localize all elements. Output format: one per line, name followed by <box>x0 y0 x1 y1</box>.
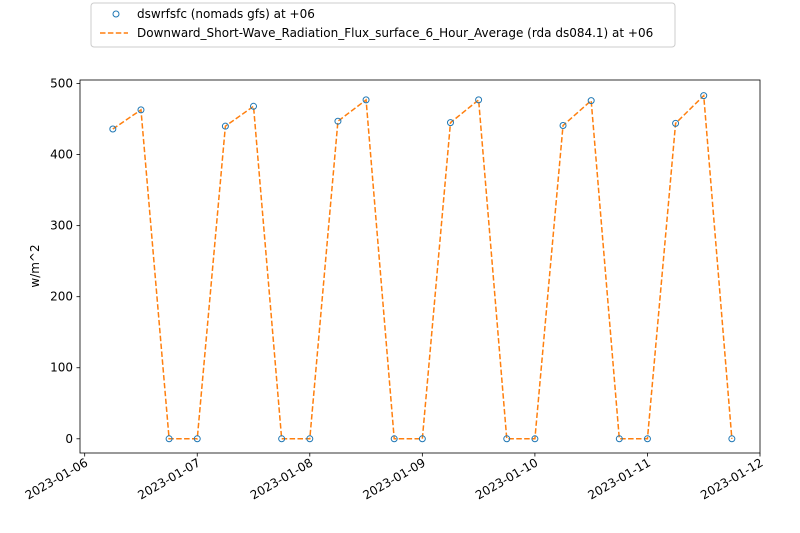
scatter-point <box>446 119 454 127</box>
scatter-point <box>334 117 342 125</box>
x-tick-label: 2023-01-10 <box>473 455 540 502</box>
scatter-point <box>475 96 483 104</box>
scatter-point <box>700 92 708 100</box>
x-tick-label: 2023-01-07 <box>135 455 202 502</box>
legend-label-series-2: Downward_Short-Wave_Radiation_Flux_surfa… <box>137 26 653 40</box>
y-tick-label: 400 <box>50 148 73 162</box>
scatter-point <box>221 122 229 130</box>
legend-label-series-1: dswrfsfc (nomads gfs) at +06 <box>137 7 315 21</box>
y-tick-label: 0 <box>65 432 73 446</box>
y-tick-label: 300 <box>50 219 73 233</box>
scatter-point <box>362 96 370 104</box>
scatter-point <box>531 435 539 443</box>
legend: dswrfsfc (nomads gfs) at +06 Downward_Sh… <box>90 2 676 48</box>
plot-frame <box>79 79 761 454</box>
scatter-point <box>587 97 595 105</box>
plot-area <box>109 92 736 443</box>
scatter-point <box>250 102 258 110</box>
scatter-point <box>109 125 117 133</box>
scatter-point <box>418 435 426 443</box>
legend-marker-scatter <box>112 10 120 18</box>
scatter-point <box>390 435 398 443</box>
y-ticks: 0 100 200 300 400 500 <box>50 77 80 446</box>
x-tick-label: 2023-01-11 <box>586 455 653 502</box>
y-tick-label: 200 <box>50 290 73 304</box>
legend-frame <box>90 2 676 48</box>
y-axis-label: w/m^2 <box>28 244 42 287</box>
scatter-point <box>672 119 680 127</box>
scatter-point <box>728 435 736 443</box>
y-tick-label: 100 <box>50 361 73 375</box>
scatter-point <box>615 435 623 443</box>
x-tick-label: 2023-01-06 <box>23 455 90 502</box>
scatter-point <box>503 435 511 443</box>
scatter-point <box>643 435 651 443</box>
scatter-point <box>137 106 145 114</box>
series-line-rda <box>112 93 733 440</box>
x-tick-label: 2023-01-09 <box>360 455 427 502</box>
x-tick-label: 2023-01-12 <box>698 455 765 502</box>
scatter-point <box>165 435 173 443</box>
scatter-point <box>193 435 201 443</box>
scatter-point <box>306 435 314 443</box>
y-tick-label: 500 <box>50 77 73 91</box>
x-tick-label: 2023-01-08 <box>248 455 315 502</box>
scatter-point <box>278 435 286 443</box>
x-ticks: 2023-01-06 2023-01-07 2023-01-08 2023-01-09… <box>23 453 766 502</box>
scatter-point <box>559 121 567 129</box>
